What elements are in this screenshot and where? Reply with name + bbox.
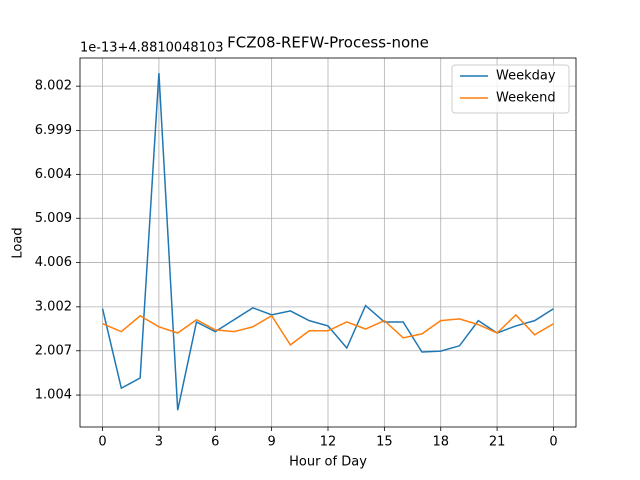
legend-frame	[451, 64, 570, 114]
x-tick-label: 9	[267, 435, 275, 450]
x-tick-label: 0	[549, 435, 557, 450]
y-tick-label: 5.009	[35, 211, 72, 226]
x-tick-label: 21	[489, 435, 506, 450]
x-axis-label: Hour of Day	[289, 455, 367, 470]
x-tick-label: 12	[320, 435, 337, 450]
y-tick-label: 6.004	[35, 167, 72, 182]
legend-label: Weekday	[496, 69, 556, 84]
x-tick-label: 3	[155, 435, 163, 450]
legend: Weekday Weekend	[451, 64, 570, 114]
legend-label: Weekend	[496, 91, 556, 106]
y-tick-label: 8.002	[35, 79, 72, 94]
offset-text: 1e-13+4.8810048103	[80, 41, 224, 56]
y-tick-label: 3.002	[35, 299, 72, 314]
x-tick-label: 6	[211, 435, 219, 450]
data-line	[101, 72, 554, 411]
y-tick-label: 4.006	[35, 255, 72, 270]
y-tick-label: 1.004	[35, 388, 72, 403]
y-tick-label: 2.007	[35, 343, 72, 358]
y-axis-label: Load	[11, 227, 26, 258]
data-line	[102, 313, 554, 346]
x-tick-label: 0	[98, 435, 106, 450]
y-tick-label: 6.999	[35, 123, 72, 138]
plot-frame	[79, 57, 577, 428]
x-tick-label: 15	[376, 435, 393, 450]
chart-title: FCZ08-REFW-Process-none	[227, 34, 429, 52]
x-tick-label: 18	[432, 435, 449, 450]
